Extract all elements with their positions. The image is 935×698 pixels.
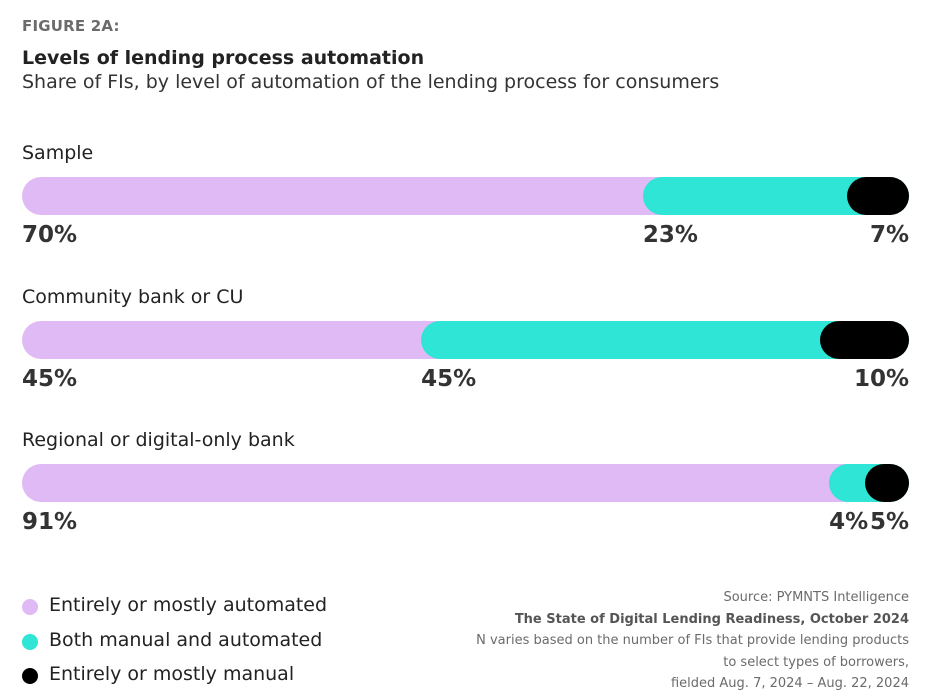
category-label: Sample: [22, 142, 94, 164]
figure-label: FIGURE 2A:: [22, 17, 120, 35]
stacked-bar: [22, 464, 909, 502]
legend-label-both: Both manual and automated: [49, 629, 323, 651]
value-label-manual: 7%: [869, 222, 909, 248]
source-line-1: Source: PYMNTS Intelligence: [723, 590, 909, 605]
value-label-both: 23%: [642, 222, 698, 248]
value-label-automated: 70%: [22, 222, 78, 248]
value-label-automated: 91%: [22, 509, 78, 535]
bar-segment-manual: [864, 464, 909, 502]
bar-segment-manual: [846, 177, 909, 215]
legend-dot-automated-icon: [22, 599, 38, 615]
value-label-both: 45%: [421, 366, 477, 392]
category-label: Community bank or CU: [22, 286, 244, 308]
legend-dot-both-icon: [22, 634, 38, 650]
legend-label-manual: Entirely or mostly manual: [49, 663, 295, 685]
value-label-manual: 5%: [869, 509, 909, 535]
bar-segment-manual: [820, 321, 909, 359]
value-label-both: 4%: [829, 509, 869, 535]
chart-title: Levels of lending process automation: [22, 47, 425, 69]
source-line-2: The State of Digital Lending Readiness, …: [514, 611, 909, 627]
stacked-bar: [22, 177, 909, 215]
chart-subtitle: Share of FIs, by level of automation of …: [22, 71, 720, 93]
category-label: Regional or digital-only bank: [22, 429, 295, 451]
stacked-bar: [22, 321, 909, 359]
legend-label-automated: Entirely or mostly automated: [49, 594, 328, 616]
legend-dot-manual-icon: [22, 668, 38, 684]
source-line-3: N varies based on the number of FIs that…: [476, 633, 909, 648]
bar-segment-automated: [22, 464, 909, 502]
source-line-5: fielded Aug. 7, 2024 – Aug. 22, 2024: [670, 676, 909, 691]
source-note: Source: PYMNTS Intelligence The State of…: [389, 587, 909, 695]
value-label-automated: 45%: [22, 366, 78, 392]
value-label-manual: 10%: [853, 366, 909, 392]
source-line-4: to select types of borrowers,: [723, 654, 909, 670]
